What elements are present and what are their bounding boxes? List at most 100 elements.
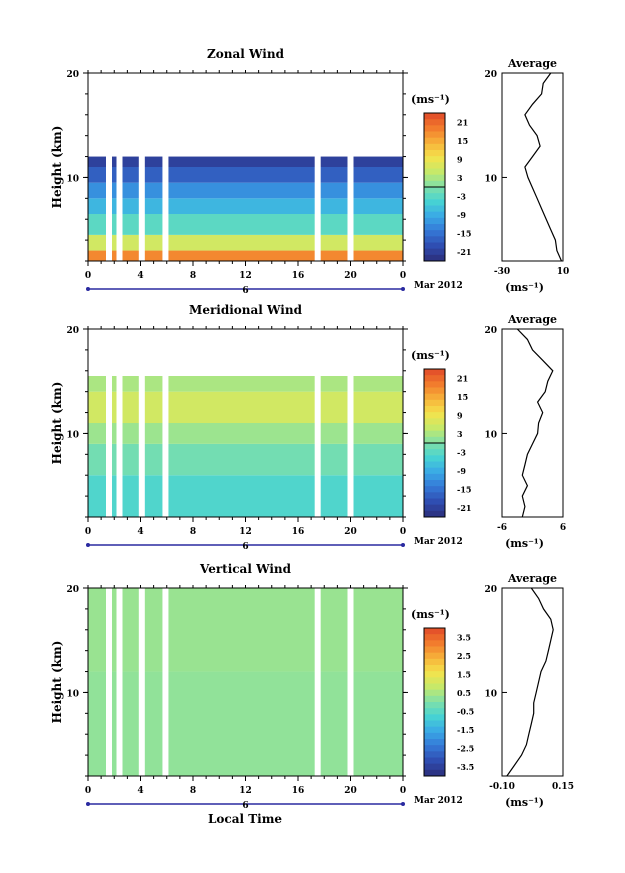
colorbar-label: -15 (457, 228, 471, 238)
colorbar-label: -0.5 (457, 706, 474, 716)
data-gap (314, 588, 321, 776)
xaxis-label-local-time: Local Time (208, 812, 282, 826)
colorbar-label: 21 (457, 117, 468, 127)
average-x-tick-label: 6 (560, 523, 566, 533)
data-gap (314, 73, 321, 261)
colorbar-label: -2.5 (457, 743, 474, 753)
date-label: Mar 2012 (414, 281, 463, 291)
heatmap-layer (88, 250, 403, 261)
colorbar-segment (424, 131, 445, 139)
colorbar-segment (424, 375, 445, 382)
y-tick-label: 20 (66, 326, 79, 336)
colorbar-segment (424, 224, 445, 231)
average-x-tick-label: -30 (494, 267, 510, 277)
panel-1: Zonal Wind 10 20 Height (km) 0 4 8 12 16 20 0 6 Mar … (50, 47, 569, 296)
x-tick-label: 0 (85, 786, 91, 796)
x-tick-label: 0 (85, 271, 91, 281)
colorbar-segment (424, 393, 445, 401)
colorbar-segment (424, 769, 445, 777)
average-y-tick-label: 20 (484, 70, 497, 80)
average-y-tick-label: 20 (484, 585, 497, 595)
y-tick-label: 20 (66, 585, 79, 595)
colorbar-segment (424, 745, 445, 752)
average-xlabel: (ms⁻¹) (505, 537, 544, 550)
heatmap-layer (88, 475, 403, 517)
colorbar-label: -3.5 (457, 762, 474, 772)
colorbar-label: 15 (457, 392, 468, 402)
data-gap (347, 588, 354, 776)
colorbar-label: -3 (457, 191, 466, 201)
colorbar-segment (424, 510, 445, 518)
colorbar-segment (424, 443, 445, 450)
colorbar-segment (424, 211, 445, 219)
colorbar-segment (424, 498, 445, 506)
x-tick-label: 0 (400, 271, 406, 281)
day-label: 6 (242, 801, 248, 811)
colorbar-segment (424, 467, 445, 475)
data-gap (162, 588, 169, 776)
colorbar-segment (424, 369, 445, 376)
heatmap-layer (88, 198, 403, 214)
heatmap-layer (88, 156, 403, 167)
colorbar-segment (424, 504, 445, 512)
day-label: 6 (242, 542, 248, 552)
y-tick-label: 10 (66, 174, 79, 184)
data-gap (116, 588, 123, 776)
day-bar-start (86, 802, 90, 806)
x-tick-label: 0 (85, 527, 91, 537)
x-tick-label: 8 (190, 527, 196, 537)
colorbar-segment (424, 480, 445, 487)
colorbar-label: 2.5 (457, 651, 471, 661)
average-x-tick-label: 0.15 (552, 782, 574, 792)
colorbar-label: 15 (457, 136, 468, 146)
colorbar-segment (424, 646, 445, 654)
heatmap-layer (88, 588, 403, 672)
colorbar-segment (424, 248, 445, 256)
heatmap-layer (88, 376, 403, 392)
x-tick-label: 12 (239, 271, 252, 281)
colorbar-segment (424, 658, 445, 666)
data-gap (162, 73, 169, 261)
colorbar-segment (424, 695, 445, 703)
colorbar-label: 3 (457, 429, 463, 439)
day-bar-start (86, 287, 90, 291)
average-frame (501, 328, 564, 518)
colorbar-segment (424, 720, 445, 728)
colorbar-segment (424, 174, 445, 182)
colorbar-segment (424, 726, 445, 734)
colorbar-segment (424, 162, 445, 169)
colorbar-segment (424, 708, 445, 715)
panel-3: Vertical Wind 10 20 Height (km) 0 4 8 12 16 20 0 6 M… (50, 562, 574, 811)
data-gap (138, 588, 145, 776)
colorbar-label: -9 (457, 466, 466, 476)
colorbar-segment (424, 113, 445, 120)
data-gap (347, 73, 354, 261)
colorbar-segment (424, 254, 445, 262)
average-x-tick-label: -0.10 (489, 782, 515, 792)
colorbar-segment (424, 406, 445, 413)
colorbar-segment (424, 187, 445, 194)
colorbar-segment (424, 634, 445, 641)
colorbar-segment (424, 168, 445, 176)
colorbar-segment (424, 418, 445, 425)
colorbar-label: 9 (457, 410, 463, 420)
colorbar-segment (424, 180, 445, 188)
colorbar-segment (424, 230, 445, 237)
colorbar-segment (424, 677, 445, 684)
colorbar-segment (424, 125, 445, 132)
colorbar-segment (424, 683, 445, 691)
y-tick-label: 10 (66, 430, 79, 440)
colorbar-segment (424, 689, 445, 697)
average-xlabel: (ms⁻¹) (505, 281, 544, 294)
colorbar-label: 3 (457, 173, 463, 183)
x-tick-label: 0 (400, 786, 406, 796)
heatmap-layer (88, 391, 403, 423)
y-axis-label: Height (km) (50, 382, 64, 465)
x-tick-label: 0 (400, 527, 406, 537)
colorbar-segment (424, 751, 445, 758)
average-title: Average (507, 57, 557, 70)
average-profile-line (524, 72, 563, 262)
colorbar-label: -15 (457, 484, 471, 494)
x-tick-label: 16 (292, 527, 305, 537)
colorbar-segment (424, 757, 445, 765)
